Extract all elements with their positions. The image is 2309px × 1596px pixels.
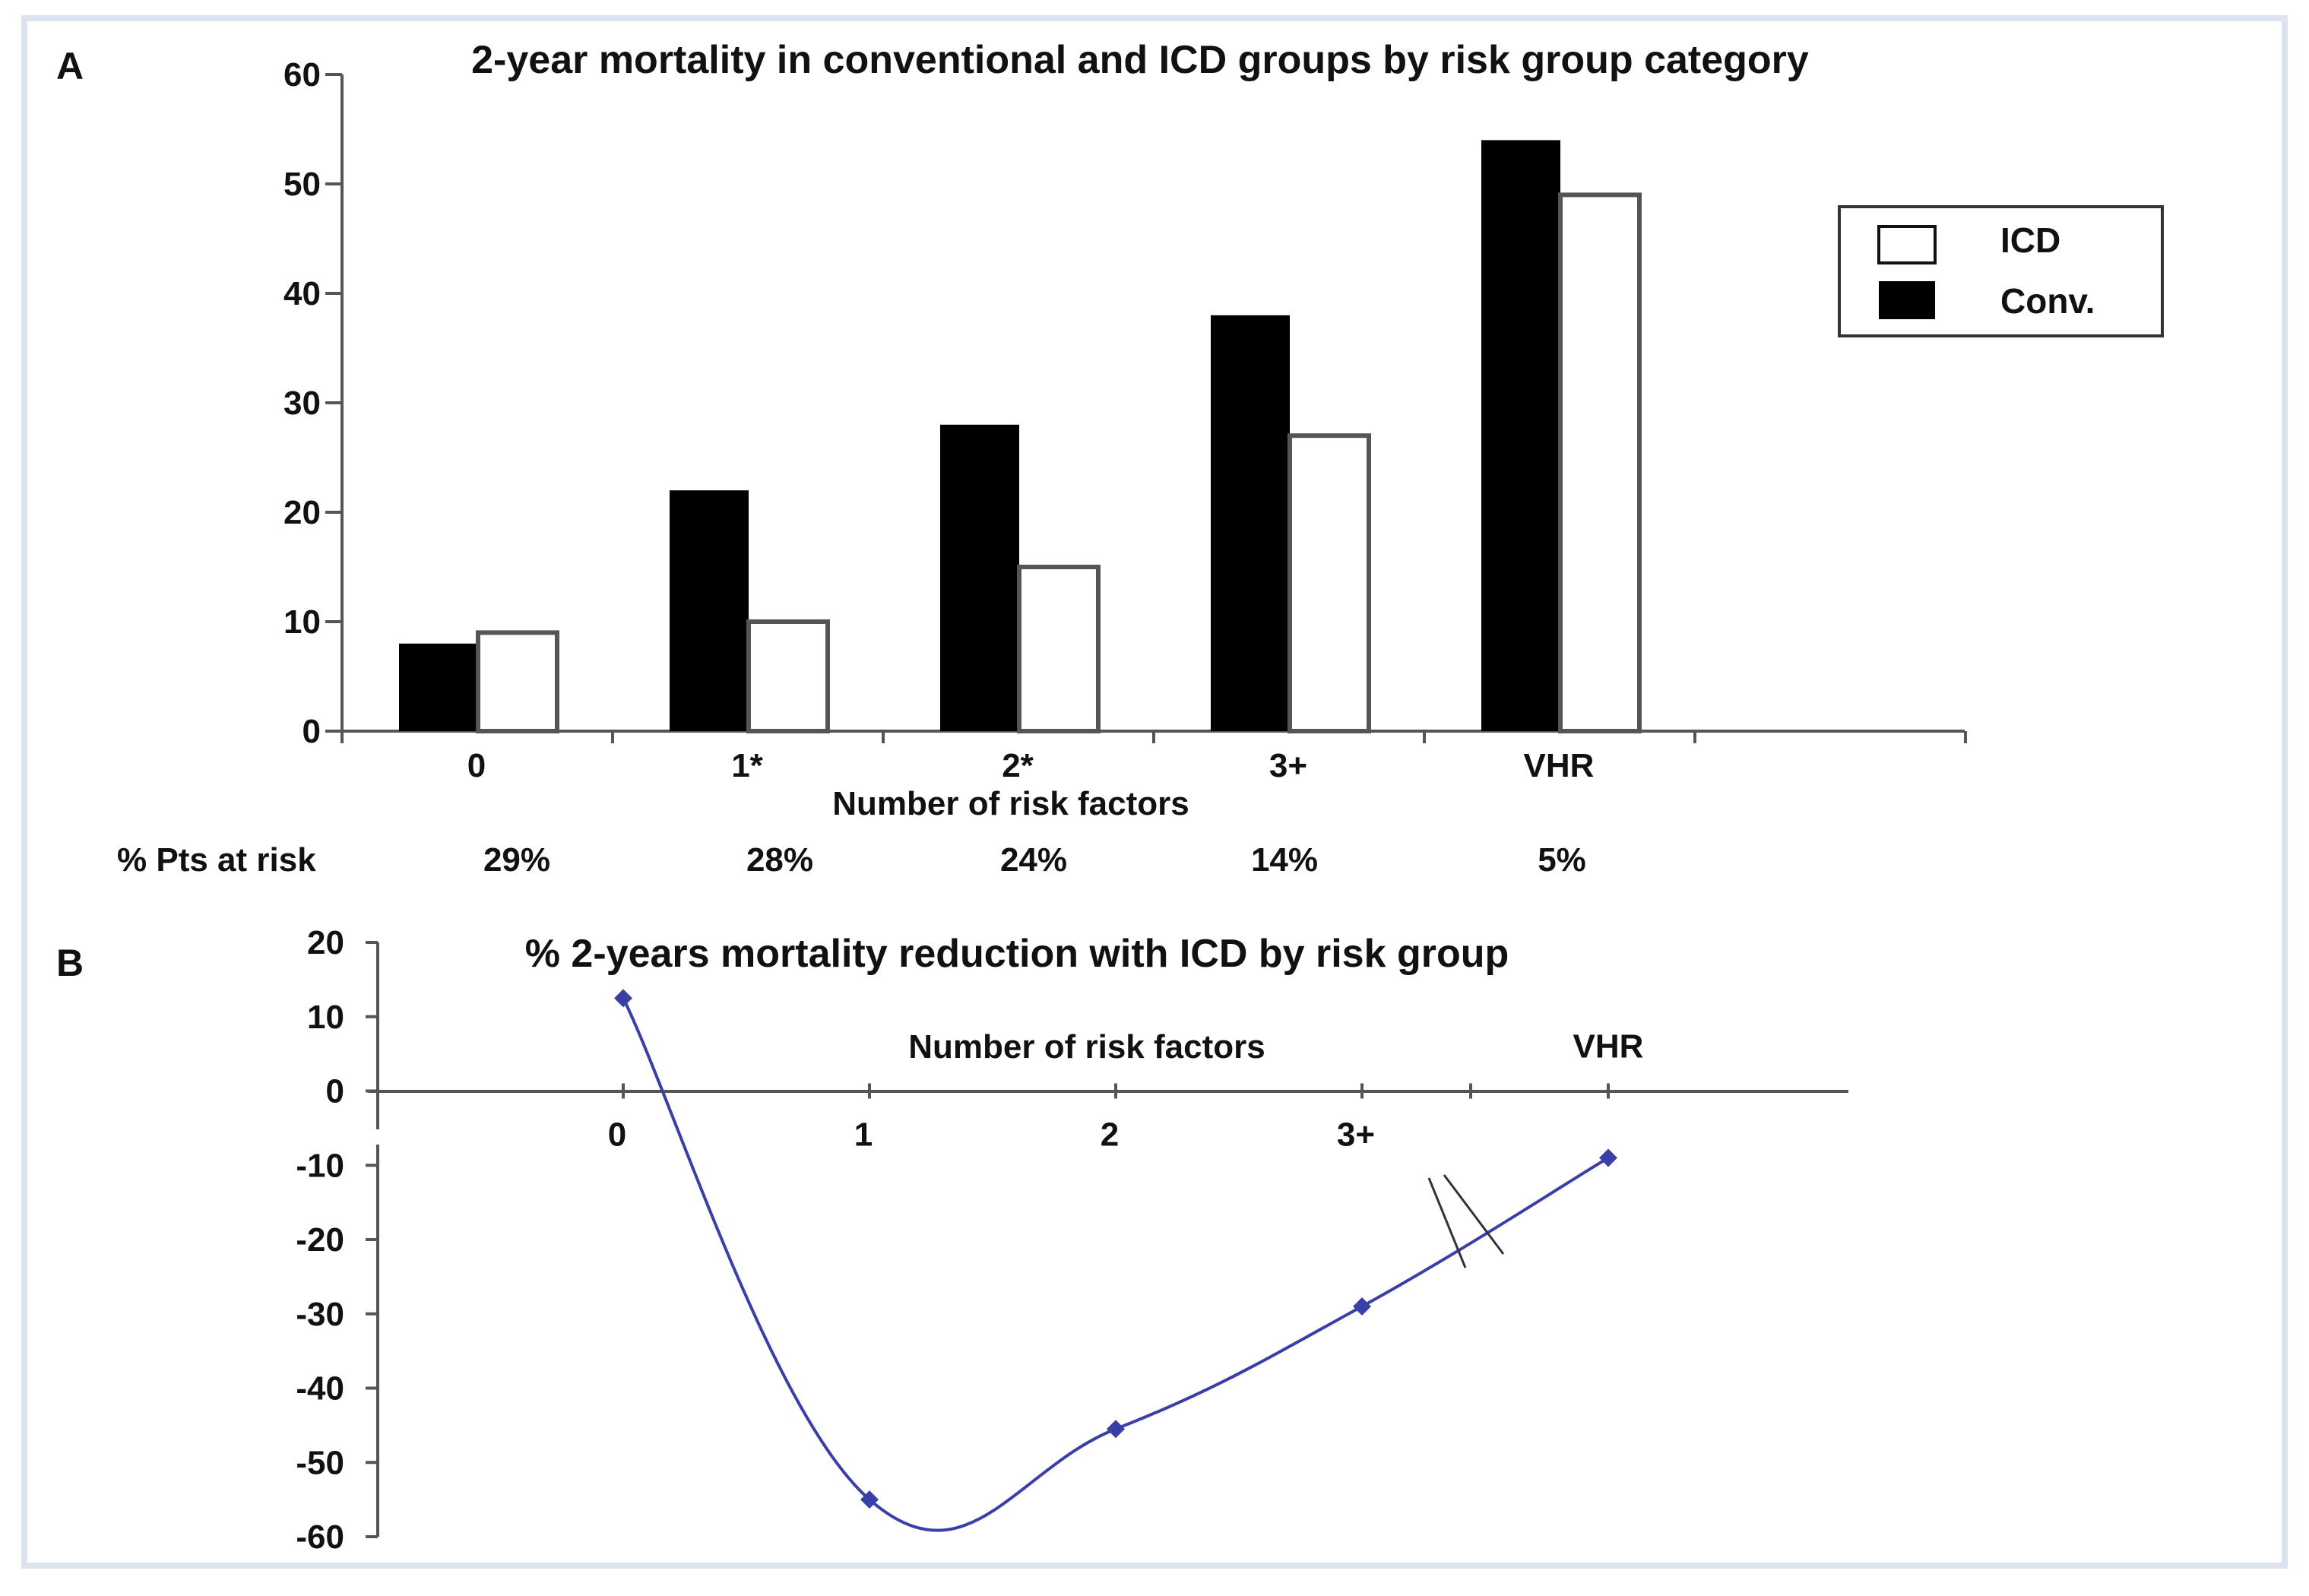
chart-a-bars <box>399 140 1642 734</box>
chart-a-title: 2-year mortality in conventional and ICD… <box>471 38 1809 82</box>
panel-b-label: B <box>56 942 84 984</box>
chart-a-x-tick-label: 0 <box>467 747 486 784</box>
pts-at-risk-label: % Pts at risk <box>117 841 316 879</box>
chart-b-series-line <box>622 997 1610 1532</box>
chart-a-legend: ICD Conv. <box>1838 205 2164 337</box>
axis-break-mark-1 <box>1427 1177 1467 1268</box>
chart-a-x-label: Number of risk factors <box>832 785 1189 822</box>
chart-a-y-tick-label: 10 <box>283 603 321 641</box>
chart-b-y-tick-label: -50 <box>296 1444 344 1481</box>
chart-b-point <box>1107 1420 1125 1439</box>
chart-b-y-tick-label: -60 <box>296 1518 344 1556</box>
chart-b-point <box>1599 1148 1617 1167</box>
legend-swatch-conv <box>1879 281 1935 319</box>
chart-a-y-ticks: 0 10 20 30 40 50 60 <box>283 56 342 750</box>
chart-a-x-tick-label: 3+ <box>1269 747 1307 784</box>
chart-b-point <box>614 989 632 1008</box>
pts-at-risk-value: 5% <box>1538 841 1586 879</box>
chart-a-y-tick-label: 30 <box>283 385 321 422</box>
pts-at-risk-value: 24% <box>1000 841 1067 879</box>
chart-b-point <box>1353 1297 1371 1316</box>
chart-a-x-tick-label: 2* <box>1002 747 1034 784</box>
chart-a-x-tick-label: VHR <box>1524 747 1595 784</box>
bar-icd <box>476 630 559 734</box>
chart-b-points <box>614 989 1617 1509</box>
chart-b-y-tick-label: -40 <box>296 1370 344 1408</box>
pts-at-risk-value: 29% <box>483 841 550 879</box>
chart-b-x-tick-label: 0 <box>608 1116 626 1154</box>
chart-b-y-tick-label: -10 <box>296 1147 344 1184</box>
bar-icd <box>1558 192 1642 733</box>
chart-b-title: % 2-years mortality reduction with ICD b… <box>525 932 1509 976</box>
bar-icd <box>746 619 830 733</box>
bar-conv <box>1481 140 1560 731</box>
chart-b-y-tick-label: 20 <box>307 924 344 961</box>
bar-conv <box>670 490 749 731</box>
chart-b-y-ticks: 20 10 0 -10 -20 -30 -40 -50 -60 <box>296 924 378 1556</box>
legend-swatch-icd <box>1877 225 1937 264</box>
legend-label-conv: Conv. <box>2000 281 2095 321</box>
chart-a-x-ticks: 0 1* 2* 3+ VHR <box>340 731 1967 784</box>
bar-icd <box>1288 433 1371 733</box>
chart-b-x-tick-label: 1 <box>854 1116 873 1154</box>
chart-b-y-tick-label: -30 <box>296 1296 344 1333</box>
pts-at-risk-value: 14% <box>1251 841 1318 879</box>
chart-b-y-tick-label: 0 <box>326 1073 344 1110</box>
bar-conv <box>399 643 478 731</box>
chart-b-y-tick-label: 10 <box>307 999 344 1036</box>
chart-b-x-tick-label: 3+ <box>1337 1116 1375 1154</box>
bar-icd <box>1017 565 1101 733</box>
chart-b-point <box>860 1490 879 1509</box>
pts-at-risk-values: 29% 28% 24% 14% 5% <box>483 841 1586 879</box>
chart-b-x-ticks: 0 1 2 3+ VHR <box>608 1028 1644 1154</box>
bar-conv <box>1211 315 1290 731</box>
chart-b-y-tick-label: -20 <box>296 1221 344 1259</box>
chart-a-y-tick-label: 40 <box>283 275 321 312</box>
chart-a-y-tick-label: 60 <box>283 56 321 93</box>
chart-a-x-tick-label: 1* <box>731 747 763 784</box>
pts-at-risk-value: 28% <box>746 841 813 879</box>
chart-a-y-tick-label: 50 <box>283 166 321 203</box>
chart-b-x-label: Number of risk factors <box>908 1028 1265 1066</box>
axis-break-mark-2 <box>1443 1174 1505 1255</box>
legend-label-icd: ICD <box>2000 220 2060 260</box>
chart-a-y-tick-label: 20 <box>283 494 321 531</box>
bar-conv <box>940 424 1019 731</box>
chart-b-x-tick-label: VHR <box>1573 1028 1644 1066</box>
panel-a-label: A <box>56 45 84 87</box>
chart-a-y-tick-label: 0 <box>302 713 321 750</box>
chart-b-x-tick-label: 2 <box>1101 1116 1119 1154</box>
